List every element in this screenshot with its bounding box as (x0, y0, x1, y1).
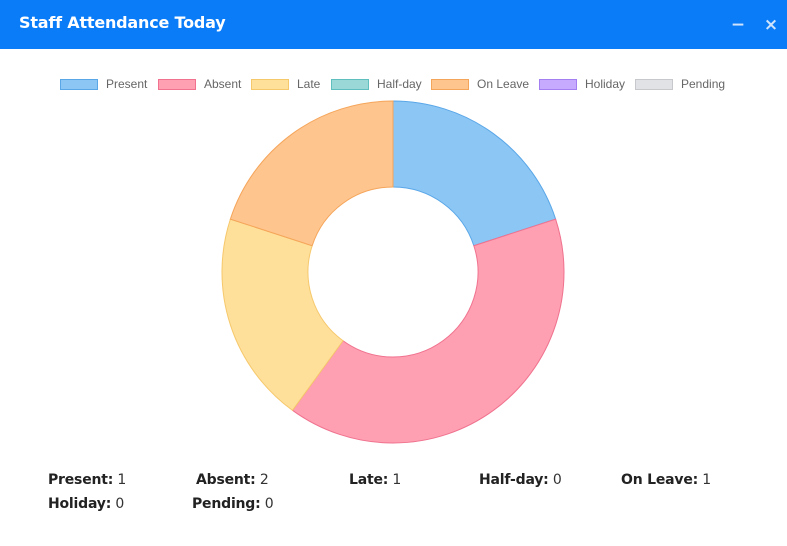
legend-label: Holiday (585, 77, 626, 91)
legend-label: Half-day (377, 77, 422, 91)
legend-label: Late (297, 77, 321, 91)
slice-present[interactable] (392, 100, 557, 247)
legend-swatch (251, 79, 289, 90)
legend-swatch (431, 79, 469, 90)
slice-late[interactable] (221, 218, 344, 412)
legend-label: Present (106, 77, 148, 91)
minimize-icon[interactable]: − (730, 15, 746, 35)
legend-label: Pending (681, 77, 726, 91)
legend-swatch (539, 79, 577, 90)
legend-label: On Leave (477, 77, 530, 91)
chart-legend: Present Absent Late Half-day On Leave Ho… (0, 77, 787, 93)
legend-swatch (60, 79, 98, 90)
widget-title: Staff Attendance Today (19, 13, 226, 32)
slice-on-leave[interactable] (229, 100, 394, 247)
legend-swatch (331, 79, 369, 90)
legend-swatch (158, 79, 196, 90)
close-icon[interactable]: × (763, 15, 779, 35)
slice-absent[interactable] (291, 218, 565, 444)
legend-swatch (635, 79, 673, 90)
widget-header: Staff Attendance Today − × (0, 0, 787, 49)
legend-label: Absent (204, 77, 242, 91)
